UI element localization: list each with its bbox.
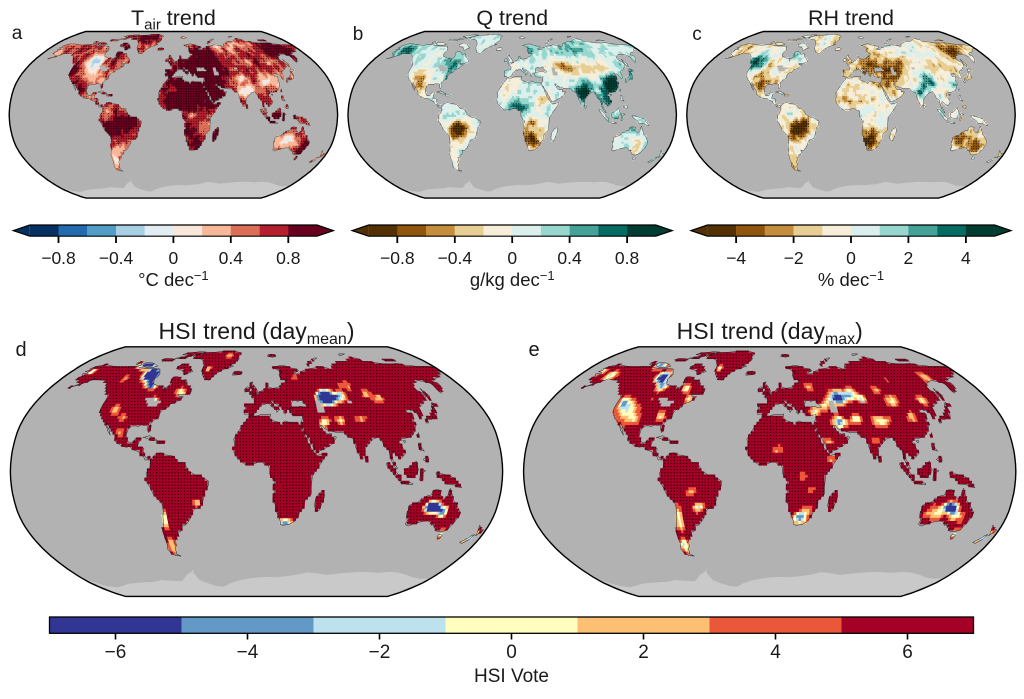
svg-text:0.8: 0.8 [615,248,639,268]
svg-text:2: 2 [904,248,914,268]
svg-text:0.4: 0.4 [557,248,582,268]
svg-text:−0.4: −0.4 [438,248,473,268]
svg-text:Q trend: Q trend [476,6,548,30]
svg-text:−4: −4 [726,248,746,268]
svg-text:2: 2 [638,642,649,663]
svg-text:b: b [353,24,364,45]
svg-text:c: c [692,24,702,45]
svg-text:% dec−1: % dec−1 [818,268,884,290]
svg-text:6: 6 [902,642,913,663]
svg-text:−0.8: −0.8 [380,248,415,268]
svg-text:°C dec−1: °C dec−1 [138,268,209,290]
svg-text:4: 4 [770,642,781,663]
svg-text:−4: −4 [237,642,259,663]
svg-text:−6: −6 [105,642,127,663]
svg-text:HSI Vote: HSI Vote [474,666,549,687]
svg-text:−2: −2 [369,642,391,663]
svg-text:−2: −2 [784,248,804,268]
svg-text:0.8: 0.8 [276,248,300,268]
svg-text:e: e [528,339,539,361]
svg-text:0: 0 [169,248,179,268]
svg-text:d: d [15,339,26,361]
svg-text:0.4: 0.4 [219,248,244,268]
svg-text:0: 0 [506,642,517,663]
svg-text:g/kg dec−1: g/kg dec−1 [470,268,555,290]
svg-text:Tair trend: Tair trend [131,6,216,34]
svg-text:0: 0 [846,248,856,268]
svg-text:4: 4 [961,248,971,268]
svg-text:−0.4: −0.4 [99,248,134,268]
svg-text:RH trend: RH trend [808,6,894,30]
svg-text:HSI trend (daymean): HSI trend (daymean) [159,318,355,348]
svg-text:−0.8: −0.8 [41,248,76,268]
svg-text:a: a [12,23,23,44]
svg-text:0: 0 [507,248,517,268]
